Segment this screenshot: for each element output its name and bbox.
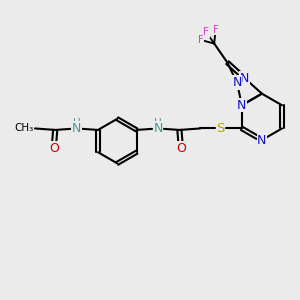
Text: N: N bbox=[232, 76, 242, 89]
Text: O: O bbox=[176, 142, 186, 155]
Text: S: S bbox=[216, 122, 225, 135]
Text: O: O bbox=[49, 142, 59, 155]
Text: N: N bbox=[72, 122, 81, 135]
Text: F: F bbox=[198, 35, 204, 45]
Text: F: F bbox=[203, 27, 209, 37]
Text: N: N bbox=[257, 134, 267, 146]
Text: N: N bbox=[237, 99, 247, 112]
Text: H: H bbox=[154, 118, 162, 128]
Text: F: F bbox=[213, 25, 218, 35]
Text: CH₃: CH₃ bbox=[14, 124, 34, 134]
Text: N: N bbox=[153, 122, 163, 135]
Text: H: H bbox=[73, 118, 80, 128]
Text: N: N bbox=[240, 72, 249, 85]
